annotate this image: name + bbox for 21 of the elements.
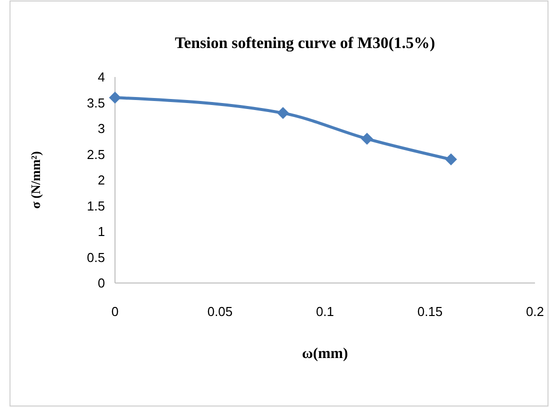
y-tick-label: 1.5 xyxy=(86,198,105,214)
x-tick-label: 0.2 xyxy=(526,304,544,319)
point xyxy=(445,153,457,166)
y-tick-label: 0 xyxy=(98,276,105,291)
y-axis-title: σ (N/mm²) xyxy=(28,151,43,209)
x-tick-label: 0.1 xyxy=(316,304,334,319)
x-axis-title: ω(mm) xyxy=(302,346,348,362)
y-tick-label: 1 xyxy=(98,224,105,240)
y-tick-label: 3.5 xyxy=(86,95,105,110)
y-tick-label: 2 xyxy=(98,172,105,188)
chart-title: Tension softening curve of M30(1.5%) xyxy=(174,35,436,52)
x-tick-label: 0.15 xyxy=(417,304,443,319)
y-tick-label: 3 xyxy=(98,121,105,136)
y-tick-label: 2.5 xyxy=(86,146,105,162)
y-tick-label: 0.5 xyxy=(86,250,105,265)
point xyxy=(109,92,121,104)
point xyxy=(361,132,373,145)
x-tick-label: 0.05 xyxy=(207,304,233,319)
point xyxy=(277,107,289,120)
x-tick-label: 0 xyxy=(111,304,119,319)
y-tick-label: 4 xyxy=(98,70,105,85)
